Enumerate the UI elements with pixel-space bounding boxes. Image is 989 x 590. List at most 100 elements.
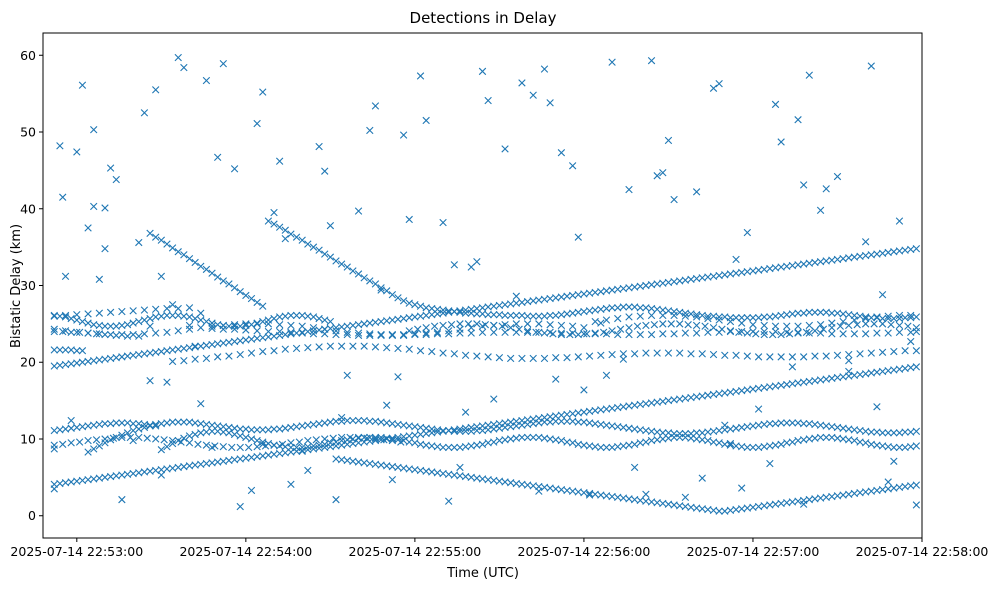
- detection-point: [867, 62, 875, 70]
- detection-point: [433, 330, 442, 338]
- detection-point: [490, 328, 498, 337]
- detection-point: [270, 347, 278, 355]
- detection-point: [467, 263, 475, 271]
- detection-point: [168, 311, 177, 320]
- detection-point: [129, 419, 137, 428]
- detection-point: [794, 329, 802, 337]
- detection-point: [259, 347, 267, 356]
- detection-point: [135, 238, 143, 247]
- detection-point: [349, 416, 357, 425]
- detection-point: [867, 349, 875, 357]
- detection-point: [50, 346, 58, 354]
- detection-point: [185, 313, 194, 321]
- detection-point: [766, 459, 774, 468]
- detection-point: [259, 426, 267, 434]
- detection-point: [146, 229, 154, 238]
- detection-point: [445, 443, 453, 452]
- detection-point: [343, 371, 351, 379]
- detection-point: [557, 329, 566, 337]
- detection-point: [884, 312, 892, 320]
- detection-point: [371, 280, 380, 288]
- detection-point: [78, 317, 87, 326]
- detection-point: [805, 71, 813, 79]
- detection-point: [450, 261, 459, 269]
- detection-point: [752, 330, 760, 338]
- detection-point: [371, 343, 380, 351]
- detection-point: [850, 316, 859, 324]
- detection-point: [557, 149, 566, 157]
- detection-point: [833, 351, 842, 360]
- detection-point: [84, 310, 92, 318]
- detection-point: [405, 215, 413, 224]
- detection-point: [332, 257, 340, 265]
- y-axis-label: Bistatic Delay (km): [9, 224, 24, 348]
- detection-point: [416, 302, 425, 310]
- x-axis: 2025-07-14 22:53:00 2025-07-14 22:54:00 20…: [10, 538, 988, 559]
- detection-point: [828, 330, 836, 338]
- detection-point: [912, 363, 921, 371]
- detection-point: [295, 438, 304, 446]
- detection-point: [304, 436, 312, 445]
- detection-point: [861, 330, 870, 338]
- detection-point: [270, 220, 278, 228]
- detection-point: [315, 314, 323, 323]
- detection-point: [253, 119, 261, 128]
- detection-point: [225, 352, 233, 360]
- detection-point: [416, 72, 425, 80]
- detection-point: [439, 321, 447, 330]
- detection-point: [354, 270, 363, 278]
- detection-point: [112, 175, 120, 184]
- detection-point: [157, 272, 166, 280]
- detection-point: [456, 320, 464, 328]
- detection-point: [439, 218, 447, 227]
- detection-point: [878, 314, 887, 323]
- detection-point: [878, 429, 887, 437]
- detection-point: [259, 88, 267, 96]
- detection-point: [873, 329, 881, 337]
- detection-point: [861, 439, 870, 447]
- detection-point: [901, 347, 909, 355]
- detection-point: [552, 417, 560, 426]
- detection-point: [895, 311, 904, 320]
- detection-point: [738, 319, 746, 327]
- chart-title: Detections in Delay: [410, 9, 557, 27]
- detection-point: [636, 330, 644, 339]
- detection-point: [585, 352, 594, 360]
- detection-point: [366, 277, 374, 285]
- detection-point: [185, 304, 194, 312]
- detection-point: [676, 433, 684, 442]
- detection-point: [287, 230, 295, 238]
- y-tick-label: 0: [28, 508, 36, 523]
- detection-point: [546, 99, 554, 107]
- detection-point: [608, 58, 616, 66]
- detection-point: [315, 343, 323, 351]
- detection-point: [777, 330, 785, 339]
- detection-point: [599, 328, 608, 337]
- detection-point: [721, 351, 729, 360]
- detection-point: [185, 432, 194, 440]
- detection-point: [698, 350, 706, 358]
- detection-point: [450, 350, 459, 358]
- detection-point: [213, 353, 222, 361]
- detection-point: [399, 297, 408, 305]
- detection-point: [371, 102, 380, 110]
- detection-point: [371, 433, 380, 442]
- detection-point: [566, 330, 574, 339]
- detection-point: [174, 327, 182, 335]
- detection-point: [670, 330, 678, 338]
- detection-point: [247, 426, 256, 434]
- detection-point: [129, 307, 137, 315]
- detection-point: [270, 425, 278, 433]
- detection-point: [236, 287, 244, 296]
- detection-point: [473, 310, 481, 318]
- detection-point: [90, 126, 98, 134]
- detection-point: [884, 329, 892, 337]
- detection-point: [653, 349, 661, 357]
- x-tick-label: 2025-07-14 22:57:00: [687, 544, 820, 559]
- detection-point: [168, 244, 177, 252]
- detection-point: [642, 438, 650, 446]
- detection-point: [168, 300, 177, 309]
- detection-point: [236, 502, 244, 511]
- y-tick-label: 40: [20, 201, 36, 216]
